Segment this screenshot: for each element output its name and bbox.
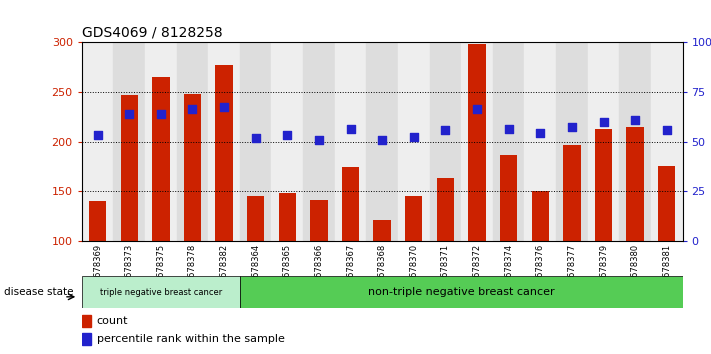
Bar <box>525 42 556 241</box>
Bar <box>335 42 366 241</box>
Point <box>187 106 198 112</box>
Point <box>155 111 166 117</box>
Point <box>471 106 483 112</box>
Bar <box>588 42 619 241</box>
Bar <box>240 42 272 241</box>
Text: non-triple negative breast cancer: non-triple negative breast cancer <box>368 287 555 297</box>
Point <box>124 111 135 117</box>
Bar <box>145 42 176 241</box>
Bar <box>398 42 429 241</box>
Bar <box>82 315 91 327</box>
Text: GDS4069 / 8128258: GDS4069 / 8128258 <box>82 26 223 40</box>
Text: disease state: disease state <box>4 287 73 297</box>
Point <box>503 126 514 132</box>
Bar <box>183 94 201 241</box>
Bar <box>366 42 398 241</box>
Bar <box>493 42 525 241</box>
Point <box>282 132 293 137</box>
Point <box>250 135 262 141</box>
Point <box>92 132 103 137</box>
Bar <box>82 333 91 345</box>
Bar <box>500 155 518 241</box>
Bar <box>429 42 461 241</box>
Bar <box>272 42 303 241</box>
Bar <box>563 144 581 241</box>
Bar <box>405 196 422 241</box>
Text: percentile rank within the sample: percentile rank within the sample <box>97 334 284 344</box>
Bar <box>626 127 644 241</box>
Point <box>598 119 609 125</box>
Bar <box>658 166 675 241</box>
Bar <box>373 220 391 241</box>
Bar <box>89 201 106 241</box>
Point <box>629 117 641 122</box>
Point <box>439 127 451 132</box>
Bar <box>82 42 113 241</box>
Point <box>377 137 388 142</box>
Bar <box>152 77 169 241</box>
Bar <box>469 45 486 241</box>
Bar <box>651 42 683 241</box>
Text: triple negative breast cancer: triple negative breast cancer <box>100 287 222 297</box>
Bar <box>82 276 240 308</box>
Bar <box>113 42 145 241</box>
Bar <box>310 200 328 241</box>
Point <box>408 134 419 139</box>
Point <box>661 127 673 132</box>
Point <box>535 130 546 136</box>
Text: count: count <box>97 316 128 326</box>
Point <box>566 124 577 130</box>
Bar <box>595 129 612 241</box>
Bar <box>437 178 454 241</box>
Bar <box>208 42 240 241</box>
Bar <box>176 42 208 241</box>
Bar <box>342 167 359 241</box>
Bar <box>532 191 549 241</box>
Bar <box>215 65 232 241</box>
Bar <box>247 196 264 241</box>
Point <box>218 104 230 110</box>
Bar <box>279 193 296 241</box>
Bar <box>240 276 683 308</box>
Bar <box>303 42 335 241</box>
Bar <box>120 95 138 241</box>
Point <box>314 137 325 142</box>
Bar <box>619 42 651 241</box>
Bar <box>461 42 493 241</box>
Point <box>345 126 356 132</box>
Bar <box>556 42 588 241</box>
